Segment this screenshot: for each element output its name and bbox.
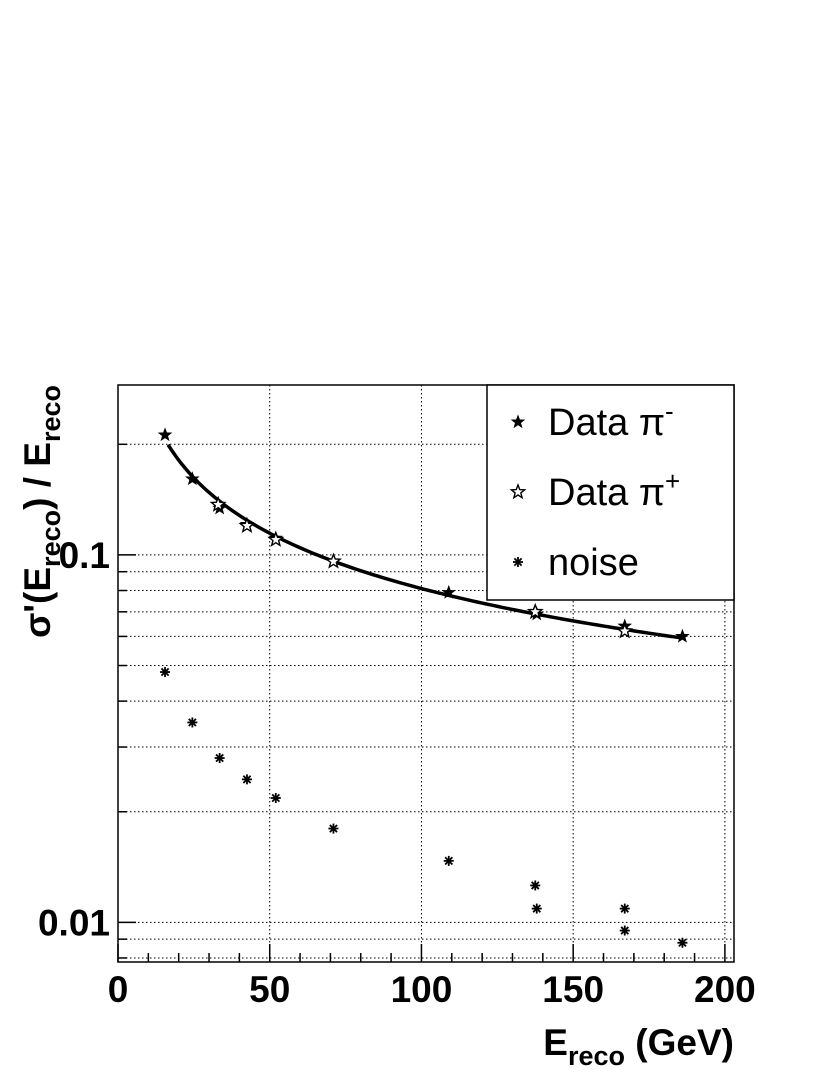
- plot-frame: [117, 384, 735, 963]
- point-series-2: [531, 903, 542, 914]
- point-series-1: [616, 622, 634, 639]
- y-axis-title-part1: σ'(E: [17, 567, 58, 638]
- x-tick-label: 200: [694, 969, 756, 1010]
- point-series-2: [187, 717, 198, 728]
- x-axis-title: Ereco (GeV): [543, 1022, 734, 1071]
- x-tick-label: 100: [391, 969, 453, 1010]
- point-series-2: [214, 753, 225, 764]
- point-series-2: [241, 774, 252, 785]
- x-tick-label: 50: [249, 969, 290, 1010]
- legend: Data π- Data π+ noise: [486, 384, 735, 601]
- x-axis-title-sub: reco: [568, 1041, 625, 1071]
- x-axis-title-main: E: [543, 1022, 568, 1063]
- point-series-0: [157, 427, 173, 442]
- point-series-1: [526, 602, 544, 620]
- point-series-0: [185, 471, 200, 486]
- point-series-2: [160, 667, 171, 678]
- legend-box: [486, 384, 735, 601]
- data-points: [157, 427, 690, 948]
- x-tick-label: 150: [542, 969, 604, 1010]
- point-series-1: [238, 516, 256, 534]
- axis-ticks: [117, 443, 726, 962]
- point-series-0: [441, 584, 457, 599]
- legend-label: noise: [548, 542, 639, 584]
- x-tick-label: 0: [108, 969, 129, 1010]
- point-series-2: [677, 937, 688, 948]
- point-series-2: [328, 823, 339, 834]
- point-series-0: [675, 628, 690, 643]
- y-axis-title-sub1: reco: [36, 510, 66, 567]
- point-series-1: [209, 495, 227, 512]
- point-series-2: [530, 880, 541, 891]
- point-series-1: [324, 552, 342, 569]
- tick-labels: 0 50 100 150 200 0.01 0.1: [38, 535, 756, 1010]
- point-series-2: [270, 792, 281, 803]
- point-series-2: [619, 903, 630, 914]
- y-axis-title-part2: ) / E: [17, 442, 58, 510]
- legend-label: Data π-: [548, 396, 674, 444]
- legend-marker: [510, 414, 526, 429]
- y-tick-label: 0.01: [38, 902, 110, 943]
- legend-marker: [509, 483, 527, 500]
- legend-label: Data π+: [548, 466, 680, 514]
- point-series-2: [619, 925, 630, 936]
- x-axis-title-unit: (GeV): [625, 1022, 734, 1063]
- y-tick-label: 0.1: [59, 535, 110, 576]
- y-axis-title-sub2: reco: [36, 385, 66, 442]
- point-series-1: [267, 530, 285, 547]
- y-axis-title: σ'(Ereco) / Ereco: [17, 385, 66, 638]
- legend-marker: [513, 557, 523, 567]
- point-series-2: [443, 855, 454, 866]
